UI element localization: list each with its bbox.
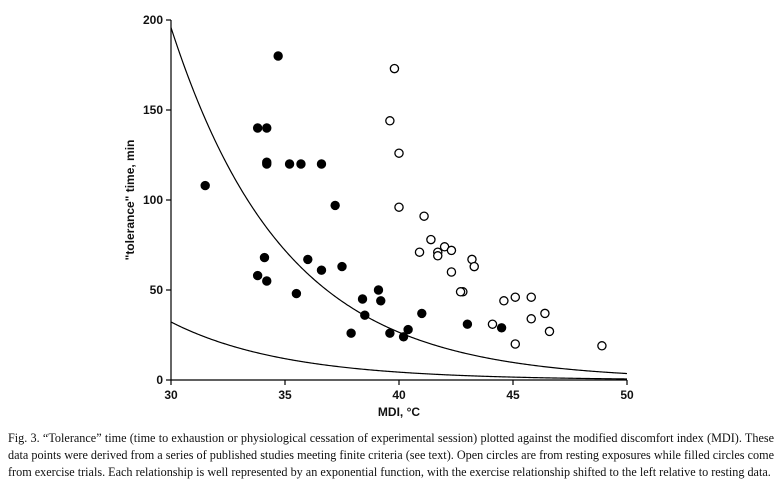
open-data-point bbox=[597, 341, 607, 351]
filled-data-point bbox=[373, 285, 384, 295]
filled-data-point bbox=[200, 180, 210, 191]
open-data-point bbox=[510, 339, 521, 349]
open-data-point bbox=[544, 326, 555, 337]
filled-data-point bbox=[316, 159, 327, 169]
x-tick-label: 50 bbox=[620, 388, 634, 402]
open-data-point bbox=[526, 292, 536, 302]
open-data-point bbox=[419, 211, 429, 221]
y-tick-label: 50 bbox=[150, 283, 164, 297]
axes bbox=[166, 19, 628, 385]
filled-data-point bbox=[303, 254, 313, 265]
filled-data-point bbox=[330, 200, 340, 211]
y-tick-label: 200 bbox=[143, 13, 163, 27]
open-data-point bbox=[385, 116, 395, 126]
open-data-point bbox=[446, 245, 457, 256]
open-data-point bbox=[414, 247, 425, 257]
filled-data-point bbox=[273, 51, 283, 61]
filled-data-point bbox=[357, 294, 368, 304]
filled-data-point bbox=[462, 319, 473, 329]
filled-data-point bbox=[496, 323, 507, 333]
x-tick-label: 30 bbox=[164, 388, 178, 402]
open-data-point bbox=[469, 261, 479, 272]
filled-data-point bbox=[252, 123, 263, 133]
x-tick-label: 40 bbox=[392, 388, 406, 402]
y-tick-label: 0 bbox=[156, 373, 163, 387]
data-points bbox=[200, 51, 607, 351]
filled-data-point bbox=[262, 123, 272, 133]
filled-data-point bbox=[385, 328, 395, 338]
filled-data-point bbox=[262, 159, 272, 169]
filled-data-point bbox=[417, 308, 427, 319]
y-axis-title: "tolerance" time, min bbox=[123, 140, 137, 261]
filled-data-point bbox=[284, 159, 295, 169]
y-tick-label: 150 bbox=[143, 103, 163, 117]
filled-data-point bbox=[346, 328, 356, 338]
filled-data-point bbox=[291, 288, 302, 299]
filled-data-point bbox=[398, 332, 409, 342]
filled-data-point bbox=[376, 296, 386, 306]
open-data-point bbox=[540, 308, 550, 319]
x-tick-label: 45 bbox=[506, 388, 520, 402]
open-data-point bbox=[394, 148, 404, 158]
filled-data-point bbox=[259, 252, 270, 263]
filled-data-point bbox=[296, 159, 306, 169]
open-data-point bbox=[510, 292, 521, 302]
filled-data-point bbox=[252, 270, 263, 281]
fit-curves bbox=[171, 27, 627, 380]
open-data-point bbox=[499, 296, 509, 306]
scatter-chart: 30 35 40 45 50 0 50 100 150 200 MDI, °C "toleranc… bbox=[123, 13, 634, 419]
tick-labels: 30 35 40 45 50 0 50 100 150 200 bbox=[143, 13, 634, 402]
open-data-point bbox=[446, 267, 457, 277]
open-data-point bbox=[389, 63, 400, 74]
open-data-point bbox=[426, 234, 436, 245]
fit-curve bbox=[171, 27, 627, 375]
open-data-point bbox=[487, 319, 498, 329]
open-data-point bbox=[526, 314, 536, 324]
fit-curve bbox=[171, 321, 627, 380]
filled-data-point bbox=[262, 276, 272, 286]
filled-data-point bbox=[403, 324, 413, 335]
y-tick-label: 100 bbox=[143, 193, 163, 207]
x-axis-title: MDI, °C bbox=[378, 405, 420, 419]
open-data-point bbox=[433, 251, 443, 261]
filled-data-point bbox=[337, 261, 347, 272]
x-tick-label: 35 bbox=[278, 388, 292, 402]
open-data-point bbox=[455, 287, 466, 297]
open-data-point bbox=[394, 202, 404, 212]
filled-data-point bbox=[360, 310, 370, 320]
figure-caption: Fig. 3. “Tolerance” time (time to exhaus… bbox=[8, 431, 774, 479]
filled-data-point bbox=[316, 265, 327, 275]
